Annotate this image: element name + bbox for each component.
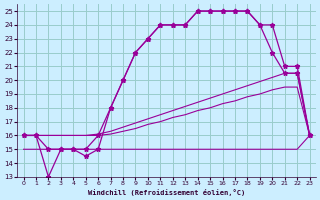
X-axis label: Windchill (Refroidissement éolien,°C): Windchill (Refroidissement éolien,°C): [88, 189, 245, 196]
